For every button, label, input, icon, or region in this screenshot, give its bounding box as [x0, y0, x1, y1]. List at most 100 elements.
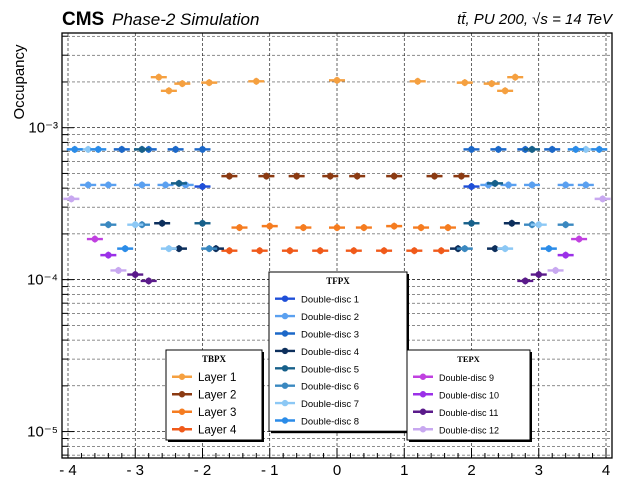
legend-entry-double-disc-5: Double-disc 5	[275, 364, 359, 375]
legend-title: TEPX	[457, 354, 481, 364]
legend-label: Double-disc 3	[301, 330, 359, 341]
legend-entry-double-disc-12: Double-disc 12	[413, 425, 499, 435]
point-double-disc-12-1	[110, 266, 127, 274]
legend-tbpx: TBPX Layer 1 Layer 2 Layer 3 Layer 4	[165, 349, 264, 442]
point-double-disc-6-2	[201, 245, 218, 253]
point-double-disc-7-2	[160, 245, 177, 253]
point-layer-4-5	[376, 247, 393, 255]
point-double-disc-8-5	[591, 145, 608, 153]
legend-entry-layer-4: Layer 4	[172, 424, 237, 436]
point-double-disc-6-5	[557, 221, 574, 229]
point-layer-2-2	[288, 172, 305, 180]
point-double-disc-2-6	[500, 181, 517, 189]
point-layer-4-2	[281, 247, 298, 255]
point-double-disc-2-3	[157, 181, 174, 189]
point-layer-1-7	[456, 79, 473, 87]
point-layer-3-1	[261, 222, 278, 230]
data-points	[63, 73, 611, 285]
point-layer-4-6	[406, 247, 423, 255]
point-double-disc-10-0	[100, 251, 117, 259]
point-double-disc-5-4	[487, 179, 504, 187]
point-double-disc-4-5	[503, 219, 520, 227]
legend-label: Double-disc 8	[301, 417, 359, 428]
y-tick-label-2: 10⁻³	[28, 120, 58, 137]
point-double-disc-9-1	[571, 235, 588, 243]
point-double-disc-5-0	[133, 145, 150, 153]
point-layer-2-1	[258, 172, 275, 180]
point-double-disc-12-2	[547, 266, 564, 274]
point-layer-1-8	[483, 80, 500, 88]
legend-label: Layer 4	[198, 424, 237, 436]
point-double-disc-3-4	[463, 145, 480, 153]
point-layer-4-4	[345, 247, 362, 255]
legend-entry-layer-2: Layer 2	[172, 389, 236, 401]
x-tick-label-5: 1	[400, 462, 408, 479]
point-double-disc-8-0	[66, 145, 83, 153]
point-double-disc-2-1	[100, 181, 117, 189]
point-layer-1-0	[150, 73, 167, 81]
point-double-disc-4-0	[154, 219, 171, 227]
legend-label: Layer 1	[198, 372, 236, 384]
legend-label: Double-disc 4	[301, 347, 359, 358]
point-double-disc-8-2	[117, 245, 134, 253]
point-double-disc-6-3	[456, 245, 473, 253]
x-tick-label-8: 4	[602, 462, 610, 479]
legend-label: Double-disc 10	[439, 390, 499, 400]
title-phase2: Phase-2 Simulation	[112, 10, 259, 29]
legend-title: TFPX	[326, 276, 350, 286]
x-tick-label-0: - 4	[59, 462, 77, 479]
point-layer-2-3	[322, 172, 339, 180]
point-layer-1-2	[174, 80, 191, 88]
point-double-disc-8-3	[540, 245, 557, 253]
point-layer-1-1	[160, 87, 177, 95]
legend-label: Double-disc 6	[301, 382, 359, 393]
point-double-disc-1-1	[463, 183, 480, 191]
point-layer-2-4	[349, 172, 366, 180]
legend-label: Double-disc 2	[301, 312, 359, 323]
legend-entry-double-disc-11: Double-disc 11	[413, 408, 498, 418]
legend-entry-layer-1: Layer 1	[172, 372, 236, 384]
title-cms: CMS	[62, 9, 104, 30]
legend-entry-double-disc-10: Double-disc 10	[413, 390, 499, 400]
legend-entry-double-disc-7: Double-disc 7	[275, 399, 359, 410]
point-double-disc-12-3	[594, 195, 611, 203]
point-layer-1-10	[507, 73, 524, 81]
point-double-disc-2-0	[80, 181, 97, 189]
point-double-disc-9-0	[86, 235, 103, 243]
point-layer-3-7	[439, 224, 456, 232]
title-right: tt̄, PU 200, √s = 14 TeV	[457, 11, 614, 28]
point-double-disc-5-2	[194, 219, 211, 227]
y-tick-label-1: 10⁻⁴	[27, 272, 58, 289]
point-layer-2-0	[221, 172, 238, 180]
point-double-disc-8-1	[90, 145, 107, 153]
point-layer-1-9	[497, 87, 514, 95]
legend-label: Double-disc 11	[439, 408, 498, 418]
point-double-disc-1-0	[194, 183, 211, 191]
legend-label: Double-disc 12	[439, 425, 499, 435]
point-double-disc-3-5	[490, 145, 507, 153]
legends: TBPX Layer 1 Layer 2 Layer 3 Layer 4 TFPX Doub…	[165, 271, 532, 442]
point-double-disc-10-1	[557, 251, 574, 259]
y-axis-label: Occupancy	[11, 44, 28, 120]
x-tick-label-4: 0	[333, 462, 341, 479]
point-double-disc-11-3	[530, 271, 547, 279]
x-tick-label-6: 2	[467, 462, 475, 479]
x-tick-label-3: - 1	[261, 462, 279, 479]
point-layer-1-4	[248, 77, 265, 85]
point-double-disc-11-2	[517, 277, 534, 285]
legend-entry-double-disc-1: Double-disc 1	[275, 295, 359, 306]
point-double-disc-3-0	[113, 145, 130, 153]
legend-entry-double-disc-3: Double-disc 3	[275, 330, 359, 341]
legend-label: Double-disc 1	[301, 295, 359, 306]
y-tick-label-0: 10⁻⁵	[27, 424, 58, 441]
legend-label: Double-disc 9	[439, 373, 494, 383]
point-double-disc-7-4	[530, 221, 547, 229]
point-layer-4-1	[251, 247, 268, 255]
legend-entry-double-disc-4: Double-disc 4	[275, 347, 359, 358]
point-double-disc-2-9	[577, 181, 594, 189]
point-double-disc-11-0	[127, 271, 144, 279]
point-double-disc-5-5	[524, 145, 541, 153]
point-layer-4-7	[433, 247, 450, 255]
point-layer-3-0	[231, 224, 248, 232]
